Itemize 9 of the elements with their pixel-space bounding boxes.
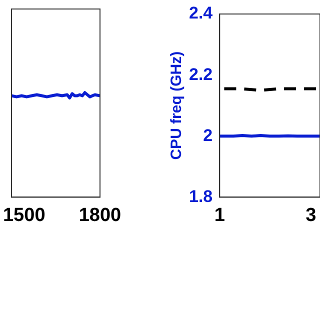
y-tick-label: 2.2	[188, 64, 213, 84]
x-tick-label: 1800	[78, 204, 122, 226]
y-tick-label: 2.4	[188, 4, 214, 23]
y-tick-label: 1.8	[188, 186, 213, 206]
y-tick-label: 2	[203, 126, 213, 145]
x-tick-label: 1	[214, 204, 226, 226]
x-tick-label: 1500	[2, 204, 46, 226]
y-axis-title: CPU freq (GHz)	[168, 51, 186, 160]
x-tick-label: 3	[306, 204, 316, 226]
